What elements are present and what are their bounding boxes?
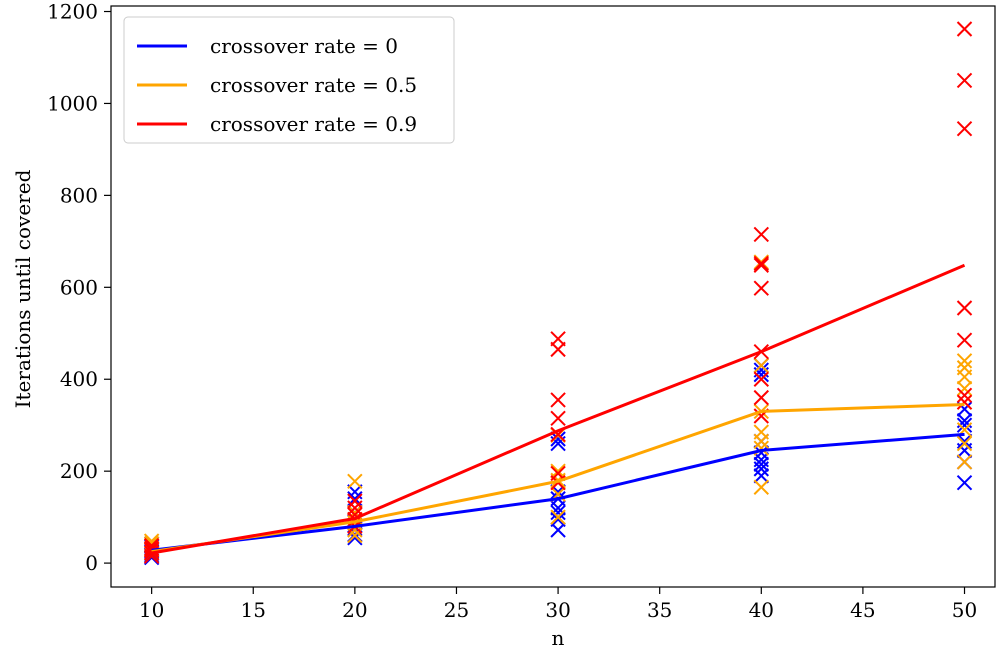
series-line-2	[151, 263, 966, 555]
x-tick-label: 40	[749, 598, 774, 622]
data-point-marker	[956, 332, 973, 348]
data-point-marker	[753, 257, 770, 273]
series-line-1	[151, 403, 965, 554]
y-tick-label: 200	[60, 459, 98, 483]
axes-frame	[110, 5, 996, 588]
data-point-marker	[347, 493, 363, 509]
axis-ticks: 10 15 20 25 30 35 40 45 50 0 200 400 600 800 1000 1200	[47, 0, 977, 622]
data-point-marker	[956, 21, 973, 37]
legend-label: crossover rate = 0.9	[210, 112, 417, 136]
legend-label: crossover rate = 0.5	[210, 73, 417, 97]
data-point-marker	[753, 451, 770, 468]
y-axis-label: Iterations until covered	[11, 169, 35, 408]
data-point-marker	[956, 417, 973, 433]
plot-content	[145, 21, 973, 566]
x-tick-label: 35	[647, 598, 672, 622]
x-tick-label: 30	[545, 598, 570, 622]
x-axis-label: n	[552, 626, 565, 650]
data-point-marker	[550, 410, 566, 427]
y-tick-label: 400	[60, 367, 98, 391]
data-point-marker	[753, 456, 770, 472]
data-point-marker	[347, 473, 363, 489]
data-point-marker	[956, 72, 973, 89]
x-tick-label: 15	[241, 598, 266, 622]
x-tick-label: 10	[139, 598, 164, 622]
data-point-marker	[753, 479, 770, 495]
data-point-marker	[956, 435, 973, 452]
data-point-marker	[550, 463, 566, 479]
data-point-marker	[956, 121, 973, 137]
y-tick-label: 800	[60, 183, 98, 207]
legend: crossover rate = 0 crossover rate = 0.5 cr…	[123, 16, 455, 144]
y-tick-label: 0	[85, 551, 98, 575]
data-point-marker	[753, 371, 770, 387]
legend-box	[123, 16, 455, 144]
series-line-0	[151, 432, 965, 552]
data-point-marker	[956, 454, 973, 470]
y-tick-label: 1200	[47, 0, 98, 24]
data-point-marker	[956, 360, 973, 376]
x-tick-label: 45	[850, 598, 875, 622]
data-point-marker	[753, 445, 770, 461]
data-point-marker	[550, 504, 566, 521]
data-point-marker	[347, 500, 363, 516]
data-point-marker	[956, 394, 973, 410]
x-tick-label: 25	[444, 598, 469, 622]
data-point-marker	[753, 280, 770, 296]
data-point-marker	[753, 389, 770, 406]
legend-label: crossover rate = 0	[210, 34, 398, 58]
data-point-marker	[956, 433, 973, 449]
plot-frame	[110, 5, 996, 588]
data-point-marker	[753, 468, 770, 484]
y-tick-label: 600	[60, 275, 98, 299]
data-point-marker	[956, 474, 973, 491]
data-point-marker	[753, 226, 770, 243]
data-point-marker	[956, 300, 973, 316]
data-point-marker	[550, 331, 566, 347]
data-point-marker	[550, 509, 566, 525]
data-point-marker	[753, 424, 770, 440]
y-tick-label: 1000	[47, 91, 98, 115]
data-point-marker	[753, 357, 770, 374]
data-point-marker	[550, 511, 566, 528]
data-point-marker	[956, 380, 973, 397]
data-point-marker	[956, 387, 973, 404]
data-point-marker	[956, 353, 973, 369]
x-tick-label: 50	[952, 598, 977, 622]
data-point-marker	[753, 255, 770, 272]
data-point-marker	[550, 392, 566, 408]
x-tick-label: 20	[342, 598, 367, 622]
